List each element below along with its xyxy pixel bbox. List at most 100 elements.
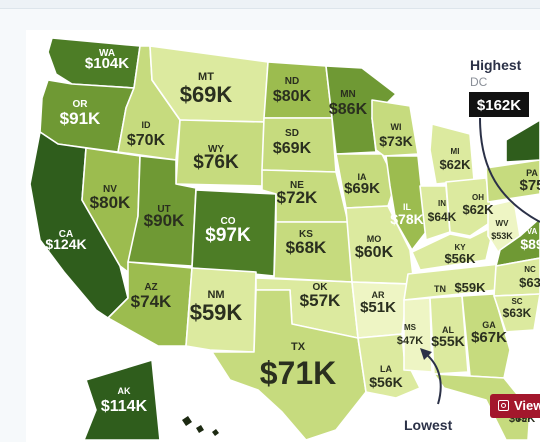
state-value-nc: $63: [519, 275, 540, 290]
state-abbr-nv: NV: [103, 184, 117, 195]
state-value-ca: $124K: [45, 236, 86, 252]
lowest-label: Lowest: [404, 417, 453, 433]
state-abbr-al: AL: [442, 325, 454, 335]
state-abbr-pa: PA: [526, 168, 538, 178]
state-shape-nm[interactable]: [185, 267, 257, 353]
state-abbr-la: LA: [380, 364, 392, 374]
state-value-ne: $72K: [277, 188, 318, 207]
state-value-wy: $76K: [193, 152, 239, 173]
state-value-wa: $104K: [85, 55, 129, 72]
state-value-ar: $51K: [360, 299, 396, 316]
state-shape-tx[interactable]: [211, 289, 367, 441]
state-abbr-va: VA: [527, 227, 538, 236]
state-abbr-sc: SC: [511, 297, 522, 306]
state-abbr-ms: MS: [404, 323, 417, 332]
state-abbr-wv: WV: [496, 219, 510, 228]
state-abbr-mn: MN: [340, 89, 356, 100]
state-abbr-tn: TN: [434, 284, 446, 294]
state-shape-al[interactable]: [429, 295, 469, 375]
state-value-il: $78K: [390, 211, 423, 227]
state-shape-il[interactable]: [385, 155, 427, 251]
state-abbr-ut: UT: [157, 204, 170, 215]
state-value-ok: $57K: [300, 291, 341, 310]
state-abbr-tx: TX: [291, 341, 306, 353]
state-abbr-ca: CA: [59, 229, 73, 240]
state-abbr-mt: MT: [198, 71, 214, 83]
state-shape-la[interactable]: [357, 333, 421, 399]
top-bar: [0, 0, 540, 9]
state-shape-va[interactable]: [495, 217, 540, 267]
state-value-mt: $69K: [180, 82, 233, 107]
view-camera-icon: [498, 400, 509, 411]
state-abbr-id: ID: [142, 120, 152, 130]
state-abbr-mo: MO: [367, 234, 382, 244]
map-svg: Highest DC $162K Lowest WA$104KOR$91KCA$…: [29, 37, 540, 441]
state-abbr-ak: AK: [118, 386, 131, 396]
state-abbr-nm: NM: [207, 289, 224, 301]
state-value-sc: $63K: [503, 306, 532, 320]
state-abbr-ne: NE: [290, 180, 304, 191]
state-value-la: $56K: [369, 374, 402, 390]
state-value-id: $70K: [127, 132, 166, 149]
state-shape-pa[interactable]: [485, 159, 540, 203]
lowest-arrow: [425, 353, 442, 405]
state-shape-ga[interactable]: [461, 293, 511, 379]
state-abbr-wy: WY: [208, 144, 224, 155]
state-abbr-ks: KS: [299, 229, 313, 240]
state-abbr-mi: MI: [451, 147, 460, 156]
state-shape-mo[interactable]: [345, 205, 415, 285]
state-value-ks: $68K: [286, 238, 327, 257]
state-abbr-or: OR: [73, 99, 89, 110]
state-value-al: $55K: [431, 333, 464, 349]
state-value-co: $97K: [205, 225, 251, 246]
state-abbr-ky: KY: [454, 243, 466, 252]
state-value-or: $91K: [60, 109, 101, 128]
state-value-wi: $73K: [379, 133, 412, 149]
state-shape-ny[interactable]: [505, 119, 540, 163]
view-button[interactable]: View: [490, 394, 540, 418]
state-value-oh: $62K: [462, 202, 494, 217]
highest-value: $162K: [477, 97, 521, 114]
highest-label: Highest: [470, 57, 522, 73]
state-value-ak: $114K: [101, 398, 148, 415]
state-value-tx: $71K: [260, 355, 337, 391]
state-shape-fl[interactable]: [433, 373, 531, 441]
state-abbr-ga: GA: [482, 320, 496, 330]
highest-arrow: [479, 117, 540, 223]
us-map: Highest DC $162K Lowest WA $104K OR $91K CA $…: [26, 30, 540, 442]
state-shape-wi[interactable]: [371, 99, 419, 157]
state-value-ms: $47K: [397, 335, 423, 347]
highest-value-box: [469, 92, 529, 117]
state-value-ia: $69K: [344, 180, 380, 197]
state-value-mn: $86K: [329, 101, 368, 118]
state-abbr-wi: WI: [391, 122, 402, 132]
aleutian-islands: [182, 416, 219, 436]
lowest-arrow-head: [420, 348, 432, 360]
state-value-in: $64K: [428, 210, 457, 224]
state-value-nv: $80K: [90, 193, 131, 212]
state-value-ut: $90K: [144, 211, 185, 230]
state-abbr-oh: OH: [472, 193, 484, 202]
state-value-az: $74K: [131, 292, 172, 311]
state-value-mo: $60K: [355, 244, 394, 261]
state-abbr-ar: AR: [372, 290, 385, 300]
view-button-label: View: [514, 398, 540, 413]
state-abbr-az: AZ: [144, 282, 157, 293]
state-shape-oh[interactable]: [445, 177, 495, 237]
state-abbr-wa: WA: [99, 48, 115, 59]
state-shape-ak[interactable]: [83, 359, 161, 441]
state-shape-sc[interactable]: [493, 293, 540, 333]
state-value-sd: $69K: [273, 140, 312, 157]
highest-state: DC: [470, 75, 488, 89]
state-labels: WA$104KOR$91KCA$124KID$70KNV$80KMT$69KWY…: [45, 48, 540, 425]
state-value-va: $89: [520, 236, 540, 252]
state-value-nm: $59K: [190, 300, 243, 325]
state-value-ky: $56K: [444, 251, 476, 266]
state-abbr-in: IN: [438, 199, 446, 208]
state-abbr-il: IL: [403, 202, 412, 212]
state-abbr-nc: NC: [524, 265, 536, 274]
state-value-mi: $62K: [439, 157, 471, 172]
state-abbr-co: CO: [221, 216, 236, 227]
state-shape-nc[interactable]: [493, 257, 540, 297]
state-value-nd: $80K: [273, 88, 312, 105]
